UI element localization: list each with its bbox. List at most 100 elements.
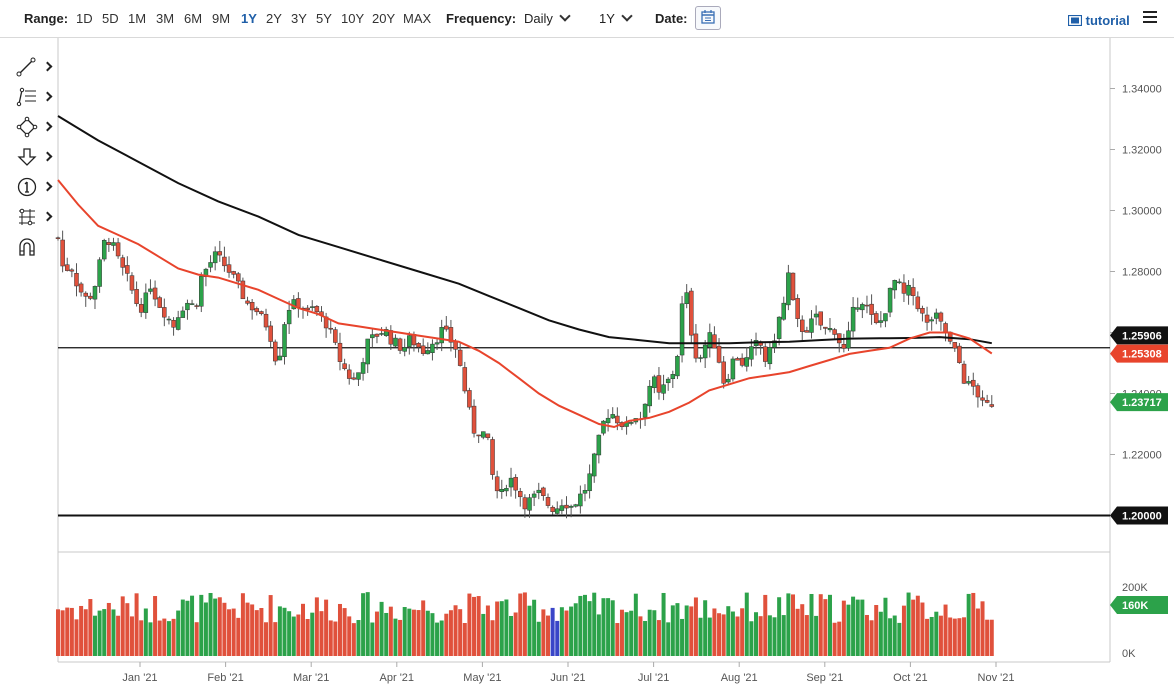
- candle-body: [601, 420, 606, 434]
- candle-body: [101, 240, 107, 260]
- fibonacci-tool-button[interactable]: [16, 86, 53, 110]
- volume-bar: [245, 602, 250, 656]
- volume-bar: [425, 610, 430, 656]
- volume-bar: [148, 622, 153, 656]
- range-3y-button[interactable]: 3Y: [291, 11, 307, 26]
- volume-bar: [717, 613, 722, 656]
- candle-body: [670, 374, 676, 379]
- candle-body: [887, 287, 893, 313]
- volume-bar: [962, 617, 967, 656]
- volume-bar: [370, 622, 375, 656]
- candle-body: [596, 434, 602, 456]
- date-picker-button[interactable]: [695, 6, 721, 30]
- range-5d-button[interactable]: 5D: [102, 11, 119, 26]
- range-20y-button[interactable]: 20Y: [372, 11, 396, 26]
- volume-bar: [264, 622, 269, 656]
- candle-body: [494, 476, 500, 492]
- time-tick-label: Nov '21: [978, 672, 1015, 684]
- volume-bar: [291, 616, 296, 656]
- range-3m-button[interactable]: 3M: [156, 11, 175, 26]
- time-tick-label: Sep '21: [806, 672, 843, 684]
- candle-body: [462, 367, 468, 392]
- volume-bar: [171, 618, 176, 656]
- candle-body: [111, 242, 116, 246]
- range-1m-button[interactable]: 1M: [128, 11, 147, 26]
- shape-tool-button[interactable]: [16, 116, 53, 140]
- candle-body: [910, 287, 916, 296]
- candle-body: [162, 307, 167, 318]
- candle-body: [938, 312, 944, 322]
- volume-bar: [532, 599, 537, 656]
- candle-body: [855, 307, 860, 310]
- volume-bar: [767, 615, 772, 656]
- volume-bar: [199, 594, 204, 656]
- measure-tool-icon: [19, 208, 35, 226]
- time-tick-label: Mar '21: [293, 672, 329, 684]
- volume-bar: [407, 608, 412, 656]
- volume-bar: [435, 622, 440, 656]
- candle-body: [97, 259, 102, 287]
- range-1y-button[interactable]: 1Y: [241, 11, 257, 26]
- volume-bar: [134, 593, 139, 656]
- volume-bar: [227, 609, 232, 656]
- volume-bar: [763, 594, 768, 656]
- volume-bar: [735, 616, 740, 656]
- candle-body: [698, 357, 703, 359]
- volume-bar: [846, 604, 851, 656]
- arrow-tool-button[interactable]: [16, 146, 53, 170]
- volume-bar: [56, 609, 60, 656]
- volume-bar: [287, 611, 292, 656]
- volume-bar: [675, 603, 680, 656]
- frequency-dropdown[interactable]: Daily: [524, 10, 571, 26]
- volume-bar: [314, 597, 319, 656]
- range-6m-button[interactable]: 6M: [184, 11, 203, 26]
- volume-bar: [430, 613, 435, 656]
- volume-bar: [217, 597, 222, 656]
- range-max-button[interactable]: MAX: [403, 11, 432, 26]
- candle-body: [749, 346, 754, 360]
- volume-bar: [874, 605, 879, 656]
- volume-bar: [957, 618, 962, 656]
- volume-bar: [985, 619, 990, 656]
- range-2y-button[interactable]: 2Y: [266, 11, 282, 26]
- arrow-tool-icon: [17, 148, 37, 166]
- volume-tick-label: 200K: [1122, 582, 1148, 594]
- volume-bar: [730, 611, 735, 656]
- candle-body: [541, 487, 546, 496]
- time-tick-label: Jul '21: [638, 672, 669, 684]
- candle-body: [795, 298, 800, 319]
- volume-bar: [564, 610, 569, 656]
- volume-bar: [153, 596, 158, 656]
- period-dropdown[interactable]: 1Y: [599, 10, 633, 26]
- candle-body: [943, 323, 948, 333]
- range-9m-button[interactable]: 9M: [212, 11, 231, 26]
- volume-bar: [582, 594, 587, 656]
- range-10y-button[interactable]: 10Y: [341, 11, 365, 26]
- measure-tool-button[interactable]: [16, 206, 53, 230]
- tutorial-link[interactable]: tutorial: [1067, 13, 1130, 28]
- volume-bar: [351, 623, 356, 656]
- price-tick-label: 1.34000: [1122, 84, 1162, 96]
- volume-bar: [980, 601, 985, 656]
- volume-bar: [693, 597, 698, 656]
- candle-body: [471, 405, 477, 434]
- volume-bar: [166, 621, 171, 656]
- candle-body: [689, 290, 694, 336]
- line-tool-button[interactable]: [16, 56, 53, 80]
- magnet-tool-button[interactable]: [16, 236, 52, 260]
- candle-body: [656, 375, 662, 393]
- candle-body: [864, 304, 870, 307]
- volume-bar: [324, 599, 329, 656]
- volume-bar: [795, 608, 800, 656]
- candle-body: [568, 505, 574, 508]
- candle-body: [370, 334, 375, 339]
- volume-bar: [536, 621, 541, 656]
- annotation-tool-button[interactable]: [16, 176, 53, 200]
- range-1d-button[interactable]: 1D: [76, 11, 93, 26]
- candle-body: [716, 345, 722, 363]
- volume-bar: [310, 612, 315, 656]
- range-5y-button[interactable]: 5Y: [316, 11, 332, 26]
- menu-icon[interactable]: [1143, 11, 1157, 23]
- volume-bar: [878, 611, 883, 656]
